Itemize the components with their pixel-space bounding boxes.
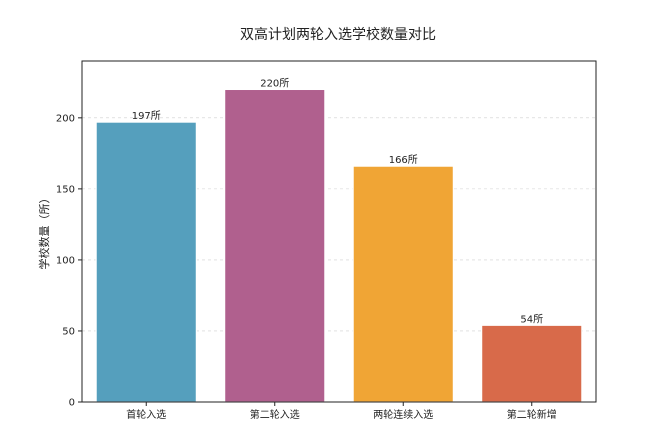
bar-value-label: 54所: [520, 313, 543, 325]
data-labels-layer: 197所 220所 166所 54所: [132, 77, 543, 325]
x-tick-label: 第二轮入选: [250, 408, 300, 421]
y-tick-label: 0: [69, 398, 75, 409]
bar-value-label: 220所: [260, 77, 289, 89]
bar-value-label: 166所: [389, 154, 418, 166]
x-tick-label: 第二轮新增: [507, 408, 557, 421]
x-tick-label: 两轮连续入选: [373, 408, 433, 421]
chart-title: 双高计划两轮入选学校数量对比: [240, 26, 436, 43]
y-tick-label: 100: [56, 255, 75, 266]
y-tick-label: 200: [56, 113, 75, 124]
plot-frame: [81, 60, 597, 403]
ticks-layer: 0 50 100 150 200 首轮入选 第二轮入选 两轮连续入选 第二轮新增: [56, 113, 557, 421]
y-tick-label: 50: [62, 326, 75, 337]
y-tick-label: 150: [56, 184, 75, 195]
x-tick-label: 首轮入选: [126, 408, 166, 421]
bar-value-label: 197所: [132, 110, 161, 122]
bars-layer: [95, 88, 583, 403]
bar: [352, 165, 454, 403]
bar: [224, 88, 326, 403]
bar: [95, 121, 197, 403]
bar: [481, 324, 583, 403]
y-axis-label: 学校数量（所）: [37, 193, 51, 270]
